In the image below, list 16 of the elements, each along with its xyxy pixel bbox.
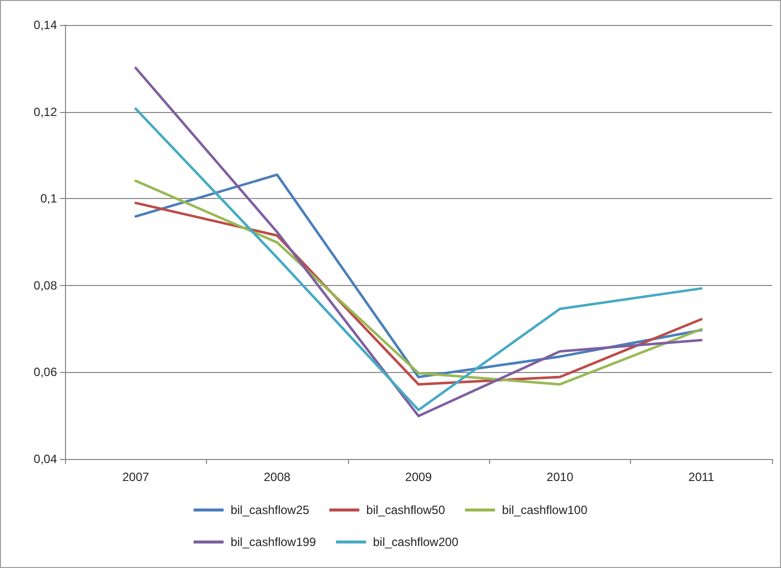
legend-label: bil_cashflow50 xyxy=(366,503,446,517)
y-tick-label: 0,04 xyxy=(34,452,58,466)
y-tick-label: 0,06 xyxy=(34,365,58,380)
x-tick-label: 2009 xyxy=(405,470,432,484)
x-tick-label: 2011 xyxy=(688,470,715,484)
y-tick-label: 0,12 xyxy=(34,104,58,119)
y-tick-label: 0,14 xyxy=(34,18,58,32)
x-tick-label: 2010 xyxy=(546,470,574,484)
legend-label: bil_cashflow200 xyxy=(372,535,459,549)
legend-label: bil_cashflow25 xyxy=(230,503,310,517)
x-tick-label: 2007 xyxy=(122,470,150,484)
x-tick-label: 2008 xyxy=(264,470,291,484)
legend-label: bil_cashflow199 xyxy=(230,535,316,549)
y-tick-label: 0,1 xyxy=(40,192,58,206)
legend-label: bil_cashflow100 xyxy=(502,503,588,517)
y-tick-label: 0,08 xyxy=(34,278,58,292)
